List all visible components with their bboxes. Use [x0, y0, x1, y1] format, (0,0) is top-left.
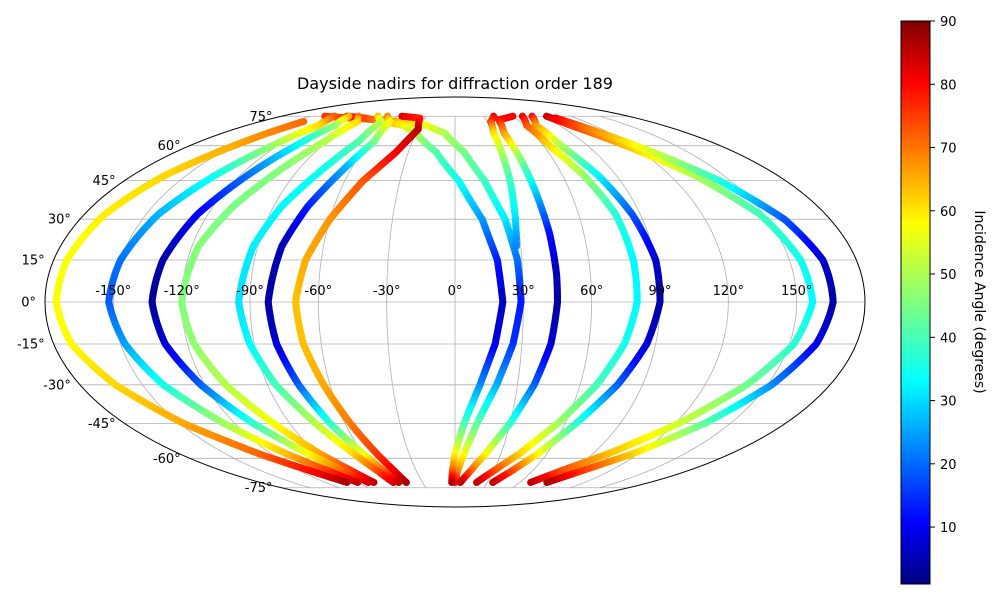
longitude-tick-label: 90° — [648, 284, 671, 299]
scatter-point — [527, 478, 535, 487]
scatter-point — [395, 478, 403, 487]
colorbar: 10 20 30 40 50 60 70 80 90 Incidence Angle (degr… — [900, 15, 987, 585]
colorbar-tick-label: 50 — [940, 268, 957, 283]
latitude-tick-label: -15° — [17, 338, 45, 353]
latitude-tick-label: 75° — [249, 110, 272, 125]
latitude-tick-label: -30° — [43, 378, 71, 393]
colorbar-tick-label: 80 — [940, 78, 957, 93]
longitude-gridline — [599, 115, 798, 489]
scatter-point — [370, 478, 378, 487]
latitude-tick-label: -45° — [88, 417, 116, 432]
longitude-gridline — [249, 115, 369, 489]
colorbar-ticks: 10 20 30 40 50 60 70 80 90 — [930, 15, 957, 536]
latitude-tick-label: 45° — [93, 174, 116, 189]
scatter-point — [543, 478, 551, 487]
longitude-tick-label: 150° — [781, 284, 812, 299]
scatter-point — [473, 478, 481, 487]
scatter-point — [354, 478, 362, 487]
colorbar-tick-label: 90 — [940, 15, 957, 30]
scatter-points — [52, 112, 837, 487]
longitude-tick-label: 0° — [448, 284, 463, 299]
longitude-tick-label: -60° — [304, 284, 332, 299]
latitude-tick-label: 15° — [22, 254, 45, 269]
scatter-point — [389, 478, 397, 487]
colorbar-tick-label: 60 — [940, 205, 957, 220]
colorbar-tick-label: 30 — [940, 395, 957, 410]
longitude-gridline — [317, 115, 398, 489]
colorbar-tick-label: 20 — [940, 458, 957, 473]
colorbar-gradient — [900, 20, 931, 585]
scatter-point — [448, 478, 456, 487]
scatter-point — [402, 478, 410, 487]
longitude-tick-label: -150° — [95, 284, 131, 299]
scatter-point — [489, 478, 497, 487]
scatter-point — [512, 242, 520, 250]
colorbar-tick-label: 70 — [940, 142, 957, 157]
scatter-point — [364, 478, 373, 487]
latitude-tick-label: 30° — [48, 213, 71, 228]
longitude-tick-label: -120° — [164, 284, 200, 299]
latitude-tick-label: 60° — [158, 139, 181, 154]
latitude-tick-label: -60° — [153, 452, 181, 467]
colorbar-tick-label: 40 — [940, 331, 957, 346]
latitude-tick-label: 0° — [21, 296, 36, 311]
longitude-tick-label: 30° — [512, 284, 535, 299]
chart-title: Dayside nadirs for diffraction order 189 — [297, 74, 613, 93]
longitude-tick-label: -30° — [373, 284, 401, 299]
colorbar-tick-label: 10 — [940, 521, 957, 536]
longitude-gridline — [112, 115, 311, 489]
longitude-tick-labels: -150° -120° -90° -60° -30° 0° 30° 60° 90° 120° 150… — [95, 284, 812, 299]
longitude-gridline — [386, 116, 427, 488]
colorbar-label: Incidence Angle (degrees) — [971, 210, 987, 393]
longitude-gridline — [570, 115, 729, 489]
longitude-tick-label: 60° — [580, 284, 603, 299]
longitude-tick-label: 120° — [713, 284, 744, 299]
scatter-point — [456, 478, 465, 487]
latitude-tick-label: -75° — [245, 481, 273, 496]
longitude-tick-label: -90° — [236, 284, 264, 299]
scatter-point — [343, 478, 351, 487]
